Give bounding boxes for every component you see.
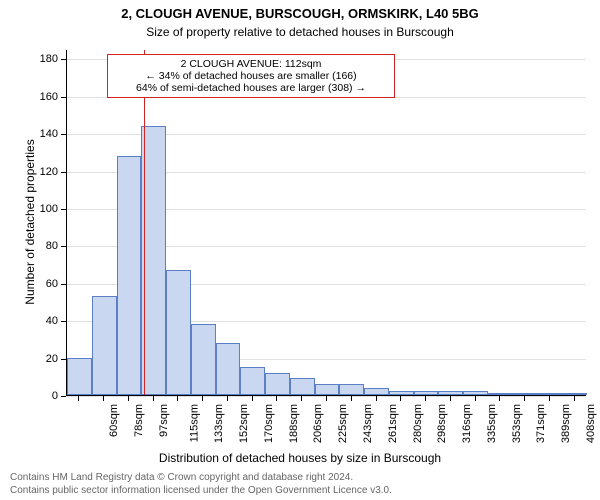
x-tick-label: 115sqm bbox=[188, 404, 200, 442]
x-tick-label: 225sqm bbox=[337, 404, 349, 443]
x-tick-mark bbox=[276, 396, 277, 401]
y-tick-mark bbox=[61, 172, 66, 173]
histogram-bar bbox=[562, 393, 587, 395]
x-tick-label: 261sqm bbox=[387, 404, 399, 443]
x-tick-mark bbox=[574, 396, 575, 401]
y-tick-mark bbox=[61, 396, 66, 397]
x-tick-mark bbox=[301, 396, 302, 401]
y-tick-mark bbox=[61, 246, 66, 247]
x-tick-mark bbox=[326, 396, 327, 401]
y-tick-mark bbox=[61, 284, 66, 285]
histogram-bar bbox=[438, 391, 463, 395]
x-tick-mark bbox=[376, 396, 377, 401]
y-tick-label: 120 bbox=[28, 166, 58, 178]
y-tick-mark bbox=[61, 59, 66, 60]
y-tick-mark bbox=[61, 97, 66, 98]
footer-line: Contains HM Land Registry data © Crown c… bbox=[10, 472, 590, 485]
annotation-box: 2 CLOUGH AVENUE: 112sqm← 34% of detached… bbox=[107, 54, 395, 98]
x-tick-mark bbox=[202, 396, 203, 401]
histogram-bar bbox=[92, 296, 117, 395]
annotation-line: ← 34% of detached houses are smaller (16… bbox=[112, 70, 390, 82]
histogram-bar bbox=[414, 391, 439, 395]
chart-title: 2, CLOUGH AVENUE, BURSCOUGH, ORMSKIRK, L… bbox=[0, 6, 600, 21]
x-tick-mark bbox=[128, 396, 129, 401]
y-tick-label: 60 bbox=[28, 278, 58, 290]
x-tick-mark bbox=[549, 396, 550, 401]
x-tick-label: 133sqm bbox=[214, 404, 226, 443]
x-tick-mark bbox=[425, 396, 426, 401]
histogram-bar bbox=[463, 391, 488, 395]
histogram-bar bbox=[290, 378, 315, 395]
x-tick-label: 389sqm bbox=[560, 404, 572, 443]
y-tick-label: 160 bbox=[28, 91, 58, 103]
annotation-line: 2 CLOUGH AVENUE: 112sqm bbox=[112, 58, 390, 70]
y-tick-label: 180 bbox=[28, 53, 58, 65]
x-tick-mark bbox=[450, 396, 451, 401]
chart-subtitle: Size of property relative to detached ho… bbox=[0, 25, 600, 39]
x-tick-label: 78sqm bbox=[133, 404, 145, 437]
y-tick-label: 100 bbox=[28, 203, 58, 215]
x-tick-label: 316sqm bbox=[461, 404, 473, 443]
x-tick-mark bbox=[227, 396, 228, 401]
x-tick-label: 353sqm bbox=[511, 404, 523, 443]
x-tick-label: 97sqm bbox=[158, 404, 170, 437]
y-tick-label: 0 bbox=[28, 390, 58, 402]
marker-line bbox=[144, 50, 145, 395]
histogram-bar bbox=[117, 156, 142, 395]
y-axis-label: Number of detached properties bbox=[23, 122, 37, 322]
histogram-bar bbox=[191, 324, 216, 395]
x-tick-mark bbox=[252, 396, 253, 401]
histogram-bar bbox=[364, 388, 389, 395]
x-tick-label: 60sqm bbox=[108, 404, 120, 437]
chart-container: 2, CLOUGH AVENUE, BURSCOUGH, ORMSKIRK, L… bbox=[0, 0, 600, 500]
x-tick-mark bbox=[524, 396, 525, 401]
footer-attribution: Contains HM Land Registry data © Crown c… bbox=[10, 472, 590, 497]
histogram-bar bbox=[488, 393, 513, 395]
x-tick-label: 206sqm bbox=[313, 404, 325, 443]
x-tick-mark bbox=[499, 396, 500, 401]
x-tick-label: 298sqm bbox=[436, 404, 448, 443]
y-tick-label: 40 bbox=[28, 315, 58, 327]
x-tick-label: 335sqm bbox=[486, 404, 498, 443]
y-tick-mark bbox=[61, 134, 66, 135]
x-tick-mark bbox=[400, 396, 401, 401]
x-tick-mark bbox=[475, 396, 476, 401]
histogram-bar bbox=[389, 391, 414, 395]
x-tick-mark bbox=[177, 396, 178, 401]
y-tick-mark bbox=[61, 321, 66, 322]
histogram-bar bbox=[216, 343, 241, 395]
histogram-bar bbox=[67, 358, 92, 395]
x-tick-label: 170sqm bbox=[263, 404, 275, 443]
x-tick-label: 371sqm bbox=[535, 404, 547, 443]
histogram-bar bbox=[166, 270, 191, 395]
histogram-bar bbox=[339, 384, 364, 395]
y-tick-label: 140 bbox=[28, 128, 58, 140]
histogram-bar bbox=[537, 393, 562, 395]
histogram-bar bbox=[513, 393, 538, 395]
x-tick-label: 243sqm bbox=[362, 404, 374, 443]
footer-line: Contains public sector information licen… bbox=[10, 485, 590, 498]
y-tick-label: 20 bbox=[28, 353, 58, 365]
plot-area bbox=[66, 50, 586, 396]
x-axis-label: Distribution of detached houses by size … bbox=[0, 451, 600, 465]
y-tick-label: 80 bbox=[28, 240, 58, 252]
histogram-bar bbox=[265, 373, 290, 395]
x-tick-mark bbox=[78, 396, 79, 401]
histogram-bar bbox=[141, 126, 166, 395]
annotation-line: 64% of semi-detached houses are larger (… bbox=[112, 82, 390, 94]
histogram-bar bbox=[240, 367, 265, 395]
x-tick-label: 280sqm bbox=[412, 404, 424, 443]
x-tick-label: 188sqm bbox=[288, 404, 300, 443]
histogram-bar bbox=[315, 384, 340, 395]
x-tick-label: 152sqm bbox=[238, 404, 250, 443]
y-tick-mark bbox=[61, 209, 66, 210]
x-tick-mark bbox=[103, 396, 104, 401]
y-tick-mark bbox=[61, 359, 66, 360]
x-tick-mark bbox=[153, 396, 154, 401]
x-tick-label: 408sqm bbox=[585, 404, 597, 443]
x-tick-mark bbox=[351, 396, 352, 401]
